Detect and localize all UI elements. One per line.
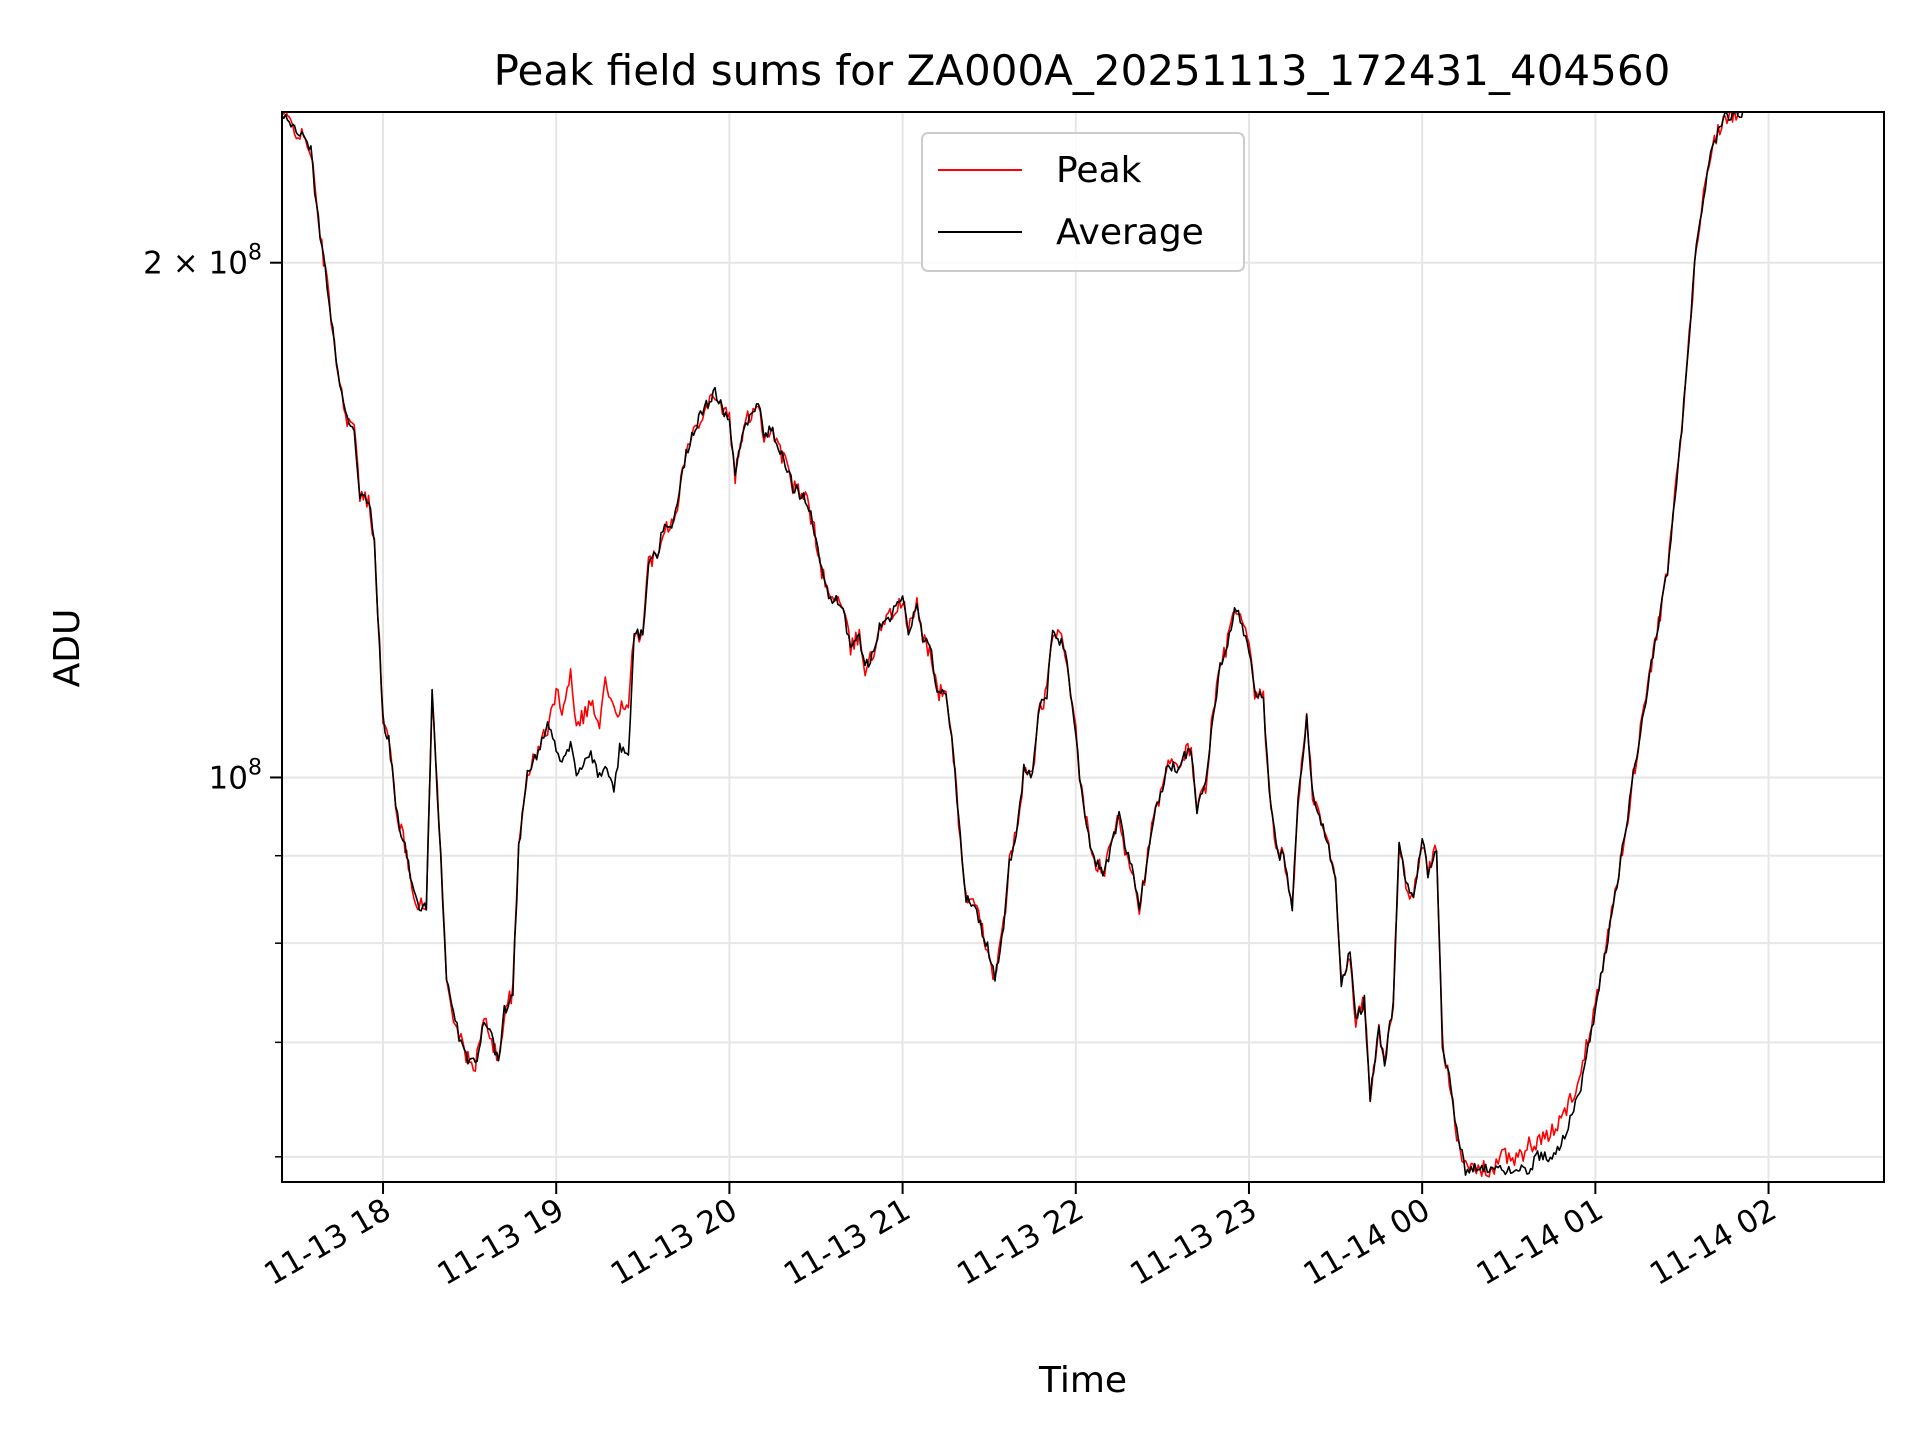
plot-frame [281,111,1885,1183]
legend-box [921,132,1245,272]
x-axis-label: Time [1038,1360,1127,1401]
legend: Peak Average [921,132,1245,272]
chart-title: Peak field sums for ZA000A_20251113_1724… [494,46,1671,95]
legend-label-average: Average [1056,212,1204,253]
series-line-average [282,112,1744,1176]
y-axis-ticks: 108 2 × 108 [143,241,282,1158]
series-group [282,112,1744,1178]
legend-label-peak: Peak [1056,150,1142,191]
y-tick-label: 2 × 108 [143,241,262,282]
y-axis-label: ADU [47,609,88,688]
plot-area [282,112,1744,1178]
y-tick-label: 108 [209,755,262,796]
